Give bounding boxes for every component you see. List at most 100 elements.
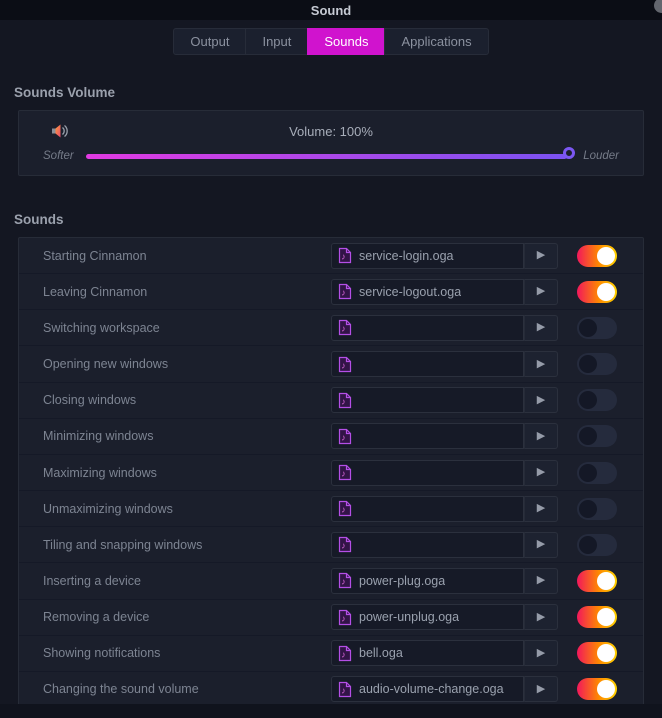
play-sound-button[interactable]: ▶	[524, 604, 558, 631]
file-name: service-logout.oga	[359, 284, 462, 299]
sound-toggle[interactable]	[577, 642, 617, 665]
play-sound-button[interactable]: ▶	[524, 387, 558, 414]
sound-row-label: Maximizing windows	[43, 465, 157, 480]
sound-toggle[interactable]	[577, 353, 617, 376]
play-sound-button[interactable]: ▶	[524, 640, 558, 667]
sound-toggle[interactable]	[577, 461, 617, 484]
sound-toggle[interactable]	[577, 244, 617, 267]
sounds-heading: Sounds	[14, 212, 64, 227]
play-icon: ▶	[536, 502, 546, 515]
file-group: ♪ power-unplug.oga ▶	[331, 604, 643, 631]
sound-row-label: Tiling and snapping windows	[43, 537, 203, 552]
sound-row: Tiling and snapping windows ♪ ▶	[19, 526, 643, 562]
tab-sounds[interactable]: Sounds	[307, 28, 386, 55]
play-icon: ▶	[536, 321, 546, 334]
audio-file-icon: ♪	[338, 501, 352, 517]
file-group: ♪ ▶	[331, 423, 643, 450]
sound-file-chooser-button[interactable]: ♪	[331, 459, 524, 486]
window-title: Sound	[310, 2, 352, 18]
audio-file-icon: ♪	[338, 392, 352, 408]
file-group: ♪ ▶	[331, 531, 643, 558]
play-icon: ▶	[536, 574, 546, 587]
toggle-knob	[597, 246, 615, 265]
play-icon: ▶	[536, 285, 546, 298]
play-icon: ▶	[536, 610, 546, 623]
sound-file-chooser-button[interactable]: ♪ audio-volume-change.oga	[331, 676, 524, 703]
volume-slider-handle[interactable]	[563, 147, 576, 159]
sound-file-chooser-button[interactable]: ♪	[331, 351, 524, 378]
note-glyph: ♪	[341, 649, 346, 659]
note-glyph: ♪	[341, 685, 346, 695]
sound-file-chooser-button[interactable]: ♪	[331, 423, 524, 450]
toggle-knob	[597, 608, 615, 627]
sounds-volume-heading: Sounds Volume	[14, 85, 116, 100]
sound-row: Leaving Cinnamon ♪ service-logout.oga ▶	[19, 273, 643, 309]
file-group: ♪ ▶	[331, 495, 643, 522]
sound-toggle[interactable]	[577, 425, 617, 448]
sound-row-label: Unmaximizing windows	[43, 501, 173, 516]
play-sound-button[interactable]: ▶	[524, 495, 558, 522]
file-name: audio-volume-change.oga	[359, 682, 504, 697]
sound-toggle[interactable]	[577, 389, 617, 412]
sound-toggle[interactable]	[577, 678, 617, 701]
sound-toggle[interactable]	[577, 533, 617, 556]
play-sound-button[interactable]: ▶	[524, 314, 558, 341]
play-sound-button[interactable]: ▶	[524, 423, 558, 450]
sound-file-chooser-button[interactable]: ♪	[331, 495, 524, 522]
sounds-volume-panel: Volume: 100% Softer Louder	[18, 110, 644, 176]
audio-file-icon: ♪	[338, 609, 352, 625]
play-sound-button[interactable]: ▶	[524, 676, 558, 703]
note-glyph: ♪	[341, 396, 346, 406]
window-button-partial-icon[interactable]	[654, 0, 662, 13]
sound-toggle[interactable]	[577, 497, 617, 520]
volume-slider-track[interactable]	[85, 153, 568, 159]
file-group: ♪ ▶	[331, 351, 643, 378]
sound-toggle[interactable]	[577, 569, 617, 592]
sound-file-chooser-button[interactable]: ♪	[331, 314, 524, 341]
play-sound-button[interactable]: ▶	[524, 278, 558, 305]
play-sound-button[interactable]: ▶	[524, 459, 558, 486]
note-glyph: ♪	[341, 360, 346, 370]
toggle-knob	[579, 391, 597, 410]
sound-file-chooser-button[interactable]: ♪	[331, 531, 524, 558]
softer-label: Softer	[43, 150, 74, 162]
sound-file-chooser-button[interactable]: ♪	[331, 387, 524, 414]
play-sound-button[interactable]: ▶	[524, 242, 558, 269]
volume-top-row: Volume: 100%	[43, 119, 619, 143]
sound-row: Removing a device ♪ power-unplug.oga ▶	[19, 598, 643, 635]
sound-file-chooser-button[interactable]: ♪ bell.oga	[331, 640, 524, 667]
sound-row-label: Closing windows	[43, 393, 137, 408]
volume-slider[interactable]	[85, 147, 576, 165]
sound-toggle[interactable]	[577, 606, 617, 629]
tab-bar: Output Input Sounds Applications	[0, 28, 662, 55]
sound-file-chooser-button[interactable]: ♪ service-login.oga	[331, 242, 524, 269]
tab-output[interactable]: Output	[173, 28, 247, 55]
play-sound-button[interactable]: ▶	[524, 531, 558, 558]
sound-row: Showing notifications ♪ bell.oga ▶	[19, 634, 643, 671]
tab-input[interactable]: Input	[245, 28, 309, 55]
sound-file-chooser-button[interactable]: ♪ power-unplug.oga	[331, 604, 524, 631]
audio-file-icon: ♪	[338, 464, 352, 481]
play-icon: ▶	[536, 466, 546, 479]
toggle-knob	[579, 535, 597, 554]
sound-toggle[interactable]	[577, 316, 617, 339]
sound-row: Starting Cinnamon ♪ service-login.oga ▶	[19, 238, 643, 273]
tab-applications[interactable]: Applications	[384, 28, 489, 55]
note-glyph: ♪	[341, 469, 346, 479]
play-sound-button[interactable]: ▶	[524, 351, 558, 378]
file-group: ♪ power-plug.oga ▶	[331, 567, 643, 594]
sound-row-label: Minimizing windows	[43, 429, 154, 444]
toggle-knob	[597, 571, 615, 590]
sound-row-label: Switching workspace	[43, 320, 160, 335]
play-icon: ▶	[536, 393, 546, 406]
play-icon: ▶	[536, 249, 546, 262]
louder-label: Louder	[583, 150, 619, 162]
play-sound-button[interactable]: ▶	[524, 567, 558, 594]
audio-file-icon: ♪	[338, 681, 352, 698]
sound-file-chooser-button[interactable]: ♪ power-plug.oga	[331, 567, 524, 594]
sound-file-chooser-button[interactable]: ♪ service-logout.oga	[331, 278, 524, 305]
sound-toggle[interactable]	[577, 280, 617, 303]
file-group: ♪ service-login.oga ▶	[331, 242, 643, 269]
sound-row: Unmaximizing windows ♪ ▶	[19, 490, 643, 526]
sound-row-label: Opening new windows	[43, 357, 169, 372]
